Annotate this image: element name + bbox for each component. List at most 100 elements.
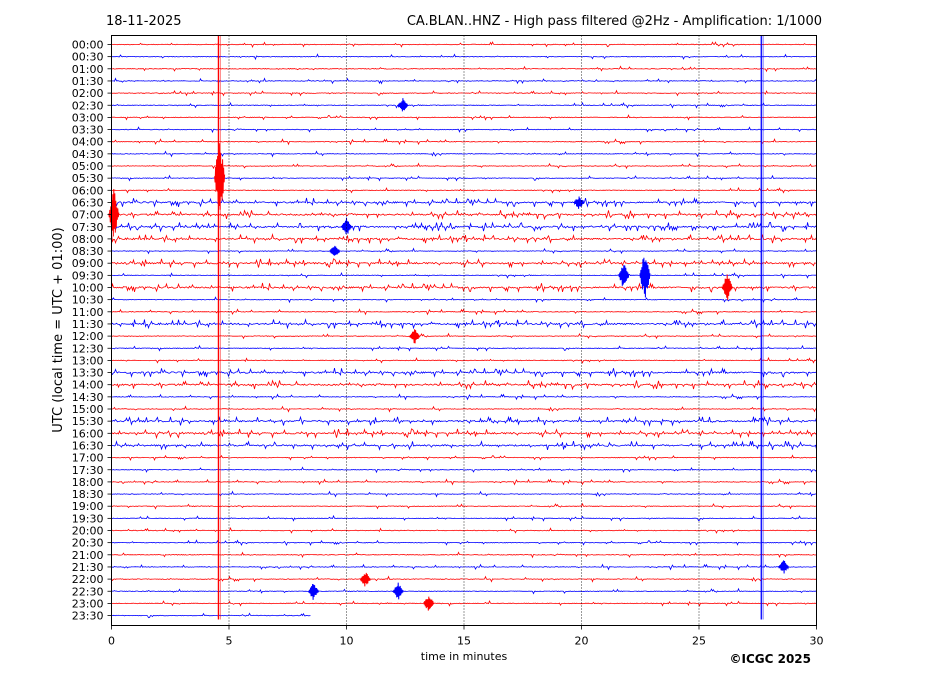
y-tick-label-0000: 00:00 xyxy=(72,39,104,52)
x-tick-label-15: 15 xyxy=(457,635,471,648)
y-tick-label-0100: 01:00 xyxy=(72,63,104,76)
y-tick-label-1030: 10:30 xyxy=(72,294,104,307)
y-axis-label: UTC (local time = UTC + 01:00) xyxy=(51,227,66,432)
x-tick-label-0: 0 xyxy=(108,635,115,648)
event-0230-12.4 xyxy=(397,98,409,112)
y-tick-label-1200: 12:00 xyxy=(72,330,104,343)
x-tick-labels: 0 5 10 15 20 25 30 xyxy=(108,625,824,648)
trace-row-1500 xyxy=(111,405,817,413)
y-tick-label-2000: 20:00 xyxy=(72,525,104,538)
trace-row-0600 xyxy=(111,186,817,194)
y-tick-label-1700: 17:00 xyxy=(72,452,104,465)
x-tick-label-5: 5 xyxy=(226,635,233,648)
y-tick-label-2200: 22:00 xyxy=(72,573,104,586)
y-tick-label-2030: 20:30 xyxy=(72,537,104,550)
trace-row-0530 xyxy=(111,174,817,182)
y-tick-label-0830: 08:30 xyxy=(72,245,104,258)
seismic-traces xyxy=(108,35,817,620)
trace-row-2330 xyxy=(111,612,311,619)
trace-row-0630 xyxy=(111,197,817,208)
minute-gridlines xyxy=(228,35,700,626)
y-tick-label-0600: 06:00 xyxy=(72,184,104,197)
x-tick-label-10: 10 xyxy=(340,635,354,648)
y-tick-label-1230: 12:30 xyxy=(72,342,104,355)
y-tick-label-1300: 13:00 xyxy=(72,354,104,367)
event-2230-8.6 xyxy=(308,583,320,600)
event-2230-12.2 xyxy=(392,582,404,600)
y-tick-label-0630: 06:30 xyxy=(72,196,104,209)
trace-row-1400 xyxy=(111,379,817,391)
x-tick-label-20: 20 xyxy=(575,635,589,648)
trace-row-1600 xyxy=(111,428,817,440)
event-1200-12.9 xyxy=(409,329,421,344)
y-tick-label-0030: 00:30 xyxy=(72,51,104,64)
y-tick-label-0330: 03:30 xyxy=(72,124,104,137)
event-1000-26.2 xyxy=(721,274,733,301)
y-tick-label-1500: 15:00 xyxy=(72,403,104,416)
trace-row-2000 xyxy=(111,527,817,534)
chart-title: CA.BLAN..HNZ - High pass filtered @2Hz -… xyxy=(407,14,822,29)
event-0530-4.6 xyxy=(214,143,226,210)
event-0630-19.9 xyxy=(573,196,585,209)
event-0700-0.1 xyxy=(108,188,120,237)
trace-row-1700 xyxy=(111,454,817,462)
trace-row-0930 xyxy=(111,271,817,279)
x-tick-label-30: 30 xyxy=(810,635,824,648)
event-2200-10.8 xyxy=(359,572,371,587)
trace-row-1800 xyxy=(111,478,817,486)
trace-row-1900 xyxy=(111,502,817,510)
trace-row-1830 xyxy=(111,490,817,498)
y-tick-label-1430: 14:30 xyxy=(72,391,104,404)
copyright-notice: ©ICGC 2025 xyxy=(729,652,811,666)
y-tick-label-0930: 09:30 xyxy=(72,269,104,282)
trace-row-0400 xyxy=(111,138,817,146)
trace-row-0430 xyxy=(111,150,817,158)
y-tick-label-0230: 02:30 xyxy=(72,99,104,112)
event-0830-9.5 xyxy=(329,245,341,256)
y-tick-label-1800: 18:00 xyxy=(72,476,104,489)
y-tick-label-0430: 04:30 xyxy=(72,148,104,161)
y-tick-label-0300: 03:00 xyxy=(72,111,104,124)
event-0730-10 xyxy=(341,217,352,235)
y-tick-label-0900: 09:00 xyxy=(72,257,104,270)
y-tick-label-1730: 17:30 xyxy=(72,464,104,477)
y-tick-label-2100: 21:00 xyxy=(72,549,104,562)
y-tick-label-0200: 02:00 xyxy=(72,87,104,100)
y-tick-label-2130: 21:30 xyxy=(72,561,104,574)
y-tick-label-1530: 15:30 xyxy=(72,415,104,428)
trace-row-0730 xyxy=(111,221,817,233)
trace-row-0830 xyxy=(111,247,817,255)
y-tick-label-0400: 04:00 xyxy=(72,136,104,149)
event-2130-28.6 xyxy=(778,560,790,574)
x-axis-label: time in minutes xyxy=(421,650,508,663)
x-tick-label-25: 25 xyxy=(692,635,706,648)
y-tick-labels: 00:0000:3001:0001:3002:0002:3003:0003:30… xyxy=(72,39,112,623)
y-tick-label-2330: 23:30 xyxy=(72,610,104,623)
trace-row-1730 xyxy=(111,466,817,474)
trace-row-1630 xyxy=(111,440,817,451)
event-2300-13.5 xyxy=(423,596,435,611)
y-tick-label-0130: 01:30 xyxy=(72,75,104,88)
y-tick-label-0500: 05:00 xyxy=(72,160,104,173)
y-tick-label-2230: 22:30 xyxy=(72,585,104,598)
event-0930-21.8 xyxy=(618,265,630,286)
y-tick-label-0700: 07:00 xyxy=(72,209,104,222)
y-tick-label-1600: 16:00 xyxy=(72,427,104,440)
trace-row-1000 xyxy=(111,282,817,293)
trace-row-0330 xyxy=(111,126,817,134)
trace-row-1430 xyxy=(111,393,817,401)
y-tick-label-1330: 13:30 xyxy=(72,367,104,380)
y-tick-label-1900: 19:00 xyxy=(72,500,104,513)
event-0930-22.7 xyxy=(639,257,651,298)
trace-row-0800 xyxy=(111,233,817,245)
y-tick-label-1630: 16:30 xyxy=(72,439,104,452)
trace-row-0700 xyxy=(111,209,817,221)
y-tick-label-1400: 14:00 xyxy=(72,379,104,392)
trace-row-0900 xyxy=(111,257,817,269)
y-tick-label-1930: 19:30 xyxy=(72,512,104,525)
trace-row-1530 xyxy=(111,415,817,427)
y-tick-label-0730: 07:30 xyxy=(72,221,104,234)
y-tick-label-2300: 23:00 xyxy=(72,597,104,610)
y-tick-label-1000: 10:00 xyxy=(72,282,104,295)
